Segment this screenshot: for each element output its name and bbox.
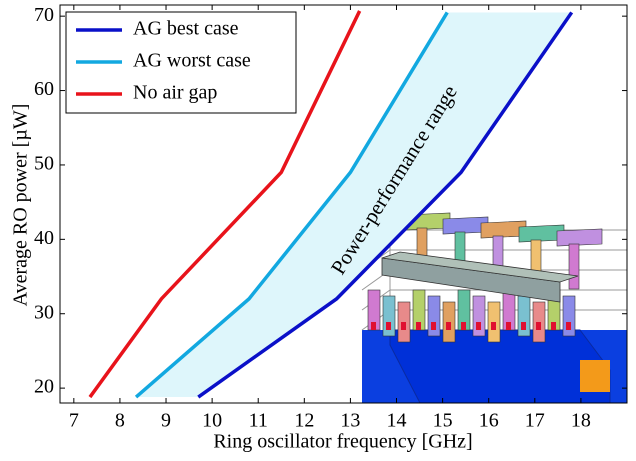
x-tick-label: 16 [479, 410, 499, 432]
y-tick-label: 40 [34, 227, 54, 249]
legend-label: AG worst case [133, 50, 251, 72]
inset-shape [580, 360, 610, 392]
legend-label: No air gap [133, 82, 217, 104]
x-tick-label: 17 [525, 410, 545, 432]
chart: Ring oscillator frequency [GHz] Average … [0, 0, 636, 461]
inset-shape [461, 322, 466, 330]
y-tick-label: 20 [34, 376, 54, 398]
x-tick-label: 14 [387, 410, 407, 432]
inset-image [362, 213, 627, 403]
x-tick-label: 12 [294, 410, 314, 432]
inset-shape [401, 322, 406, 330]
inset-shape [521, 322, 526, 330]
inset-shape [416, 322, 421, 330]
x-tick-label: 10 [202, 410, 222, 432]
inset-shape [569, 244, 579, 289]
x-tick-label: 7 [69, 410, 79, 432]
inset-shape [566, 322, 571, 330]
x-tick-label: 15 [433, 410, 453, 432]
y-tick-label: 70 [34, 4, 54, 26]
inset-shape [491, 322, 496, 330]
inset-shape [446, 322, 451, 330]
inset-shape [506, 322, 511, 330]
x-tick-label: 13 [340, 410, 360, 432]
inset-shape [371, 322, 376, 330]
x-tick-label: 8 [115, 410, 125, 432]
x-tick-label: 11 [249, 410, 268, 432]
inset-shape [386, 322, 391, 330]
y-axis-label: Average RO power [µW] [10, 104, 32, 307]
inset-shape [557, 229, 602, 246]
inset-shape [431, 322, 436, 330]
y-tick-label: 30 [34, 301, 54, 323]
inset-shape [476, 322, 481, 330]
y-tick-label: 50 [34, 153, 54, 175]
inset-shape [536, 322, 541, 330]
x-axis-label: Ring oscillator frequency [GHz] [213, 431, 472, 453]
inset-shape [551, 322, 556, 330]
x-tick-label: 18 [571, 410, 591, 432]
x-tick-label: 9 [161, 410, 171, 432]
legend-label: AG best case [133, 18, 239, 40]
y-tick-label: 60 [34, 78, 54, 100]
